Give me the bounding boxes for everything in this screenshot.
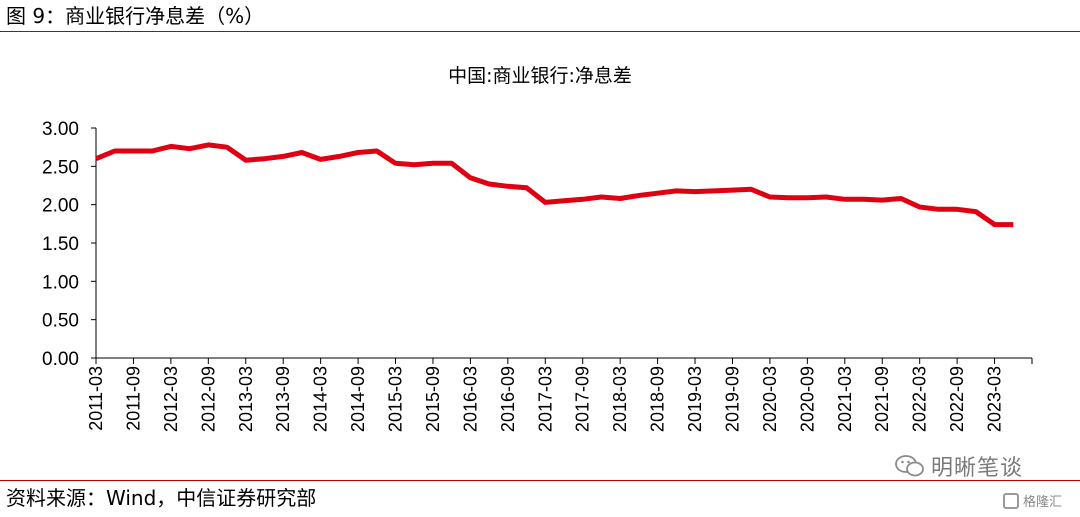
x-tick-label: 2014-03 (311, 366, 331, 432)
figure-title: 图 9：商业银行净息差（%） (6, 4, 265, 28)
x-tick-label: 2013-09 (273, 366, 293, 432)
watermark: 明晰笔谈 (895, 452, 1024, 481)
y-tick-label: 3.00 (42, 119, 79, 140)
x-tick-label: 2012-03 (161, 366, 181, 432)
y-tick-label: 0.00 (42, 349, 79, 370)
series-layer (95, 142, 1014, 228)
corner-watermark-text: 格隆汇 (1023, 495, 1063, 510)
corner-watermark: 格隆汇 (1003, 491, 1062, 510)
y-tick-label: 2.50 (42, 157, 79, 178)
y-tick-label: 0.50 (42, 311, 79, 332)
x-tick-label: 2012-09 (198, 366, 218, 432)
y-tick-label: 2.00 (42, 196, 79, 217)
x-tick-label: 2023-03 (985, 366, 1005, 432)
chart-title: 中国:商业银行:净息差 (448, 65, 632, 87)
series-line (95, 142, 1014, 228)
x-tick-label: 2011-09 (123, 366, 143, 431)
bottom-rule (0, 480, 1080, 481)
top-rule (0, 31, 1080, 32)
source-note: 资料来源：Wind，中信证券研究部 (6, 486, 317, 510)
x-tick-label: 2022-09 (947, 366, 967, 432)
x-tick-label: 2013-03 (236, 366, 256, 432)
x-tick-label: 2022-03 (910, 366, 930, 432)
x-tick-label: 2019-03 (685, 366, 705, 432)
x-tick-label: 2016-09 (498, 366, 518, 432)
x-tick-label: 2011-03 (86, 366, 106, 431)
x-tick-label: 2021-09 (872, 366, 892, 432)
x-tick-label: 2014-09 (348, 366, 368, 432)
y-tick-label: 1.50 (42, 234, 79, 255)
x-tick-label: 2021-03 (835, 366, 855, 432)
x-tick-label: 2020-09 (797, 366, 817, 432)
x-tick-label: 2018-03 (610, 366, 630, 432)
x-tick-label: 2017-09 (573, 366, 593, 432)
x-axis: 2011-03 2011-09 2012-03 2012-09 2013-03 2013-… (86, 357, 1033, 432)
x-tick-label: 2020-03 (760, 366, 780, 432)
logo-icon (1003, 492, 1019, 509)
x-tick-label: 2018-09 (648, 366, 668, 432)
x-tick-label: 2019-09 (722, 366, 742, 432)
x-tick-label: 2017-03 (535, 366, 555, 432)
wechat-icon (895, 455, 924, 477)
watermark-text: 明晰笔谈 (931, 456, 1024, 481)
net-interest-margin-chart: 中国:商业银行:净息差 0.00 0.50 1.00 1.50 2.00 2.50 3.00… (42, 65, 1033, 432)
x-tick-label: 2015-03 (386, 366, 406, 432)
y-tick-label: 1.00 (42, 272, 79, 293)
y-axis: 0.00 0.50 1.00 1.50 2.00 2.50 3.00 (42, 119, 97, 370)
x-tick-label: 2015-09 (423, 366, 443, 432)
x-tick-label: 2016-03 (460, 366, 480, 432)
